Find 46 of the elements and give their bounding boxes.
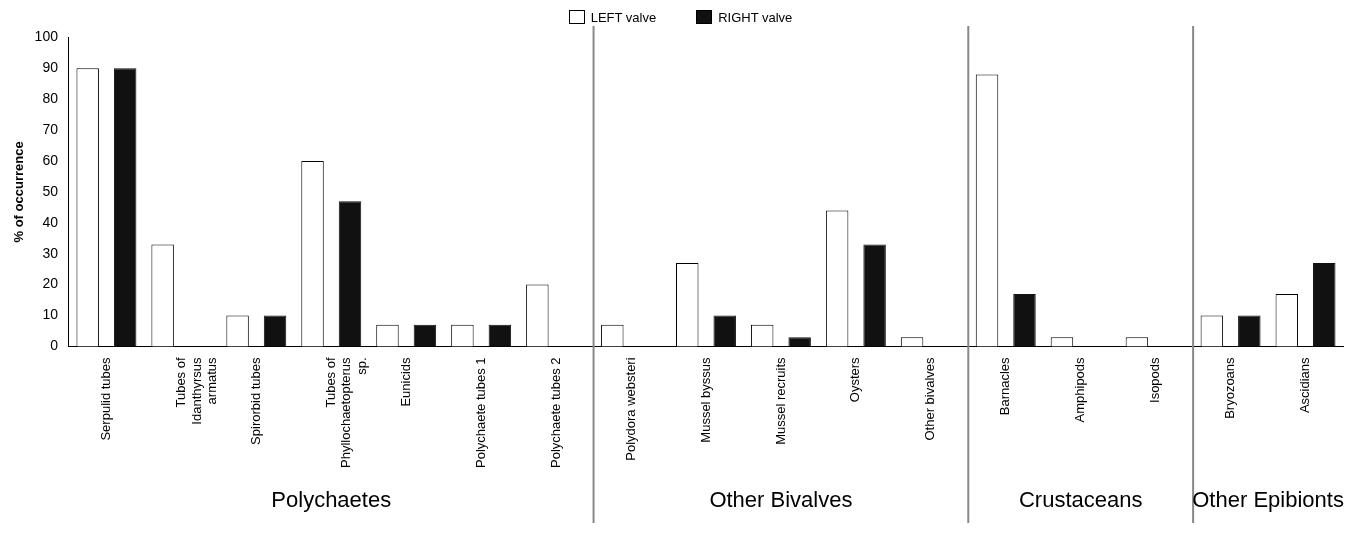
bar — [788, 337, 811, 347]
y-tick-label: 60 — [42, 151, 59, 168]
bar — [113, 68, 137, 347]
x-tick-label: Polydora websteri — [622, 357, 638, 461]
legend-label: LEFT valve — [590, 9, 657, 25]
y-tick-label: 50 — [42, 182, 59, 199]
text: Other Epibionts — [1192, 487, 1344, 513]
x-tick-label: Polychaete tubes 2 — [547, 357, 563, 468]
x-tick-label: Amphipods — [1072, 356, 1088, 423]
y-tick-label: 40 — [42, 213, 59, 230]
bar — [413, 324, 437, 347]
bar — [488, 324, 512, 347]
y-tick-label: 100 — [34, 28, 59, 45]
text: Crustaceans — [1018, 487, 1143, 513]
x-tick-label: Other bivalves — [922, 356, 938, 441]
x-tick-label: Mussel byssus — [697, 356, 713, 443]
y-tick-label: 80 — [42, 90, 59, 107]
y-tick-label: 70 — [42, 120, 59, 137]
y-tick-label: 20 — [42, 275, 59, 292]
x-tick-label: Tubes of Phyllochaetopterus sp. — [322, 356, 370, 468]
bar — [713, 315, 736, 347]
x-tick-label: Barnacles — [997, 356, 1013, 416]
y-tick-label: 90 — [42, 59, 59, 76]
x-tick-label: Serpulid tubes — [98, 356, 114, 441]
x-tick-label: Bryozoans — [1222, 356, 1238, 419]
x-tick-label: Tubes of Idanthyrsus armatus — [172, 356, 220, 425]
bar — [1238, 315, 1261, 347]
x-tick-label: Ascidians — [1297, 356, 1313, 414]
bar — [1313, 262, 1336, 347]
text: Other Bivalves — [709, 487, 853, 513]
text: Polychaetes — [271, 487, 392, 513]
y-tick-label: 10 — [42, 306, 59, 323]
bar — [1013, 293, 1036, 347]
bar — [338, 201, 362, 347]
bar — [263, 315, 287, 347]
x-tick-label: Spirorbid tubes — [247, 356, 263, 445]
legend-label: RIGHT valve — [718, 9, 793, 25]
x-tick-label: Polychaete tubes 1 — [472, 357, 488, 468]
y-axis-title: % of occurrence — [11, 141, 27, 243]
x-tick-label: Isopods — [1147, 356, 1163, 403]
x-tick-label: Eunicids — [397, 356, 413, 407]
y-tick-label: 30 — [42, 244, 59, 261]
y-tick-label: 0 — [50, 337, 59, 354]
x-tick-label: Mussel recruits — [772, 356, 788, 445]
bar — [863, 244, 886, 347]
x-tick-label: Oysters — [847, 356, 863, 403]
